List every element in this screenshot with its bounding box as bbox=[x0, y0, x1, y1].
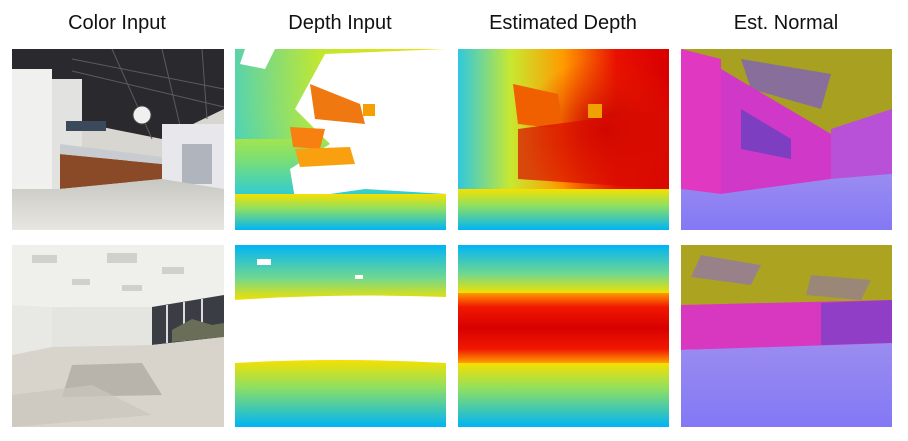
est-normal-image-row-2 bbox=[681, 245, 892, 427]
color-input-image-row-1 bbox=[12, 49, 224, 230]
color-input-image-row-2 bbox=[12, 245, 224, 427]
column-title-depth-input: Depth Input bbox=[288, 12, 392, 34]
estimated-depth-image-row-1 bbox=[458, 49, 669, 230]
column-title-est-normal: Est. Normal bbox=[733, 12, 839, 34]
column-title-color-input: Color Input bbox=[68, 12, 166, 34]
est-normal-image-row-1 bbox=[681, 49, 892, 230]
depth-input-image-row-2 bbox=[235, 245, 446, 427]
column-title-estimated-depth: Estimated Depth bbox=[489, 12, 637, 34]
estimated-depth-image-row-2 bbox=[458, 245, 669, 427]
depth-input-image-row-1 bbox=[235, 49, 446, 230]
